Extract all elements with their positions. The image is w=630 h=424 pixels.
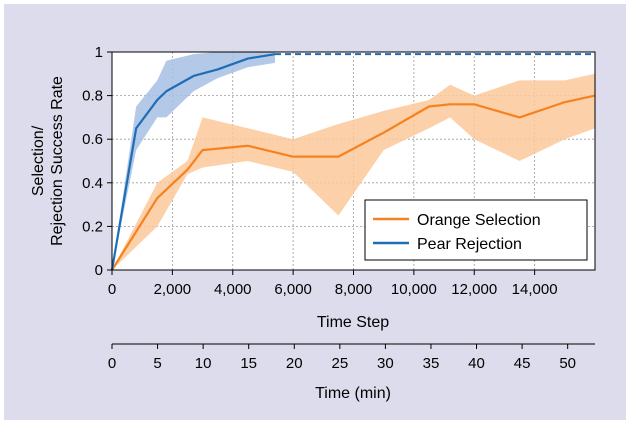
x-tick-label: 8,000 bbox=[335, 281, 373, 298]
secondary-tick-label: 40 bbox=[468, 355, 485, 372]
x-tick-label: 12,000 bbox=[451, 281, 497, 298]
y-tick-label: 0.6 bbox=[82, 131, 103, 148]
y-tick-label: 1 bbox=[95, 44, 103, 61]
band-0 bbox=[112, 73, 595, 270]
secondary-tick-label: 15 bbox=[240, 355, 257, 372]
y-tick-label: 0 bbox=[95, 262, 103, 279]
y-tick-label: 0.8 bbox=[82, 88, 103, 105]
legend-label-1: Pear Rejection bbox=[417, 236, 522, 253]
x-tick-label: 4,000 bbox=[214, 281, 252, 298]
secondary-tick-label: 10 bbox=[195, 355, 212, 372]
x-tick-label: 6,000 bbox=[274, 281, 312, 298]
secondary-tick-label: 45 bbox=[514, 355, 531, 372]
legend-box bbox=[364, 199, 588, 261]
series-lines bbox=[110, 53, 596, 271]
secondary-tick-label: 5 bbox=[153, 355, 161, 372]
secondary-time-axis: 0 5 10 15 20 25 30 35 40 45 50 bbox=[108, 343, 595, 372]
x-tick-label: 2,000 bbox=[154, 281, 192, 298]
series-line-1 bbox=[110, 53, 276, 271]
y-tick-label: 0.4 bbox=[82, 175, 103, 192]
y-axis: 0 0.2 0.4 0.6 0.8 1 bbox=[82, 44, 112, 279]
legend-label-0: Orange Selection bbox=[417, 212, 541, 229]
secondary-tick-label: 20 bbox=[286, 355, 303, 372]
x-axis-label: Time Step bbox=[317, 314, 389, 331]
series-line-0 bbox=[111, 94, 596, 271]
secondary-tick-label: 25 bbox=[331, 355, 348, 372]
chart-svg: 0 0.2 0.4 0.6 0.8 1 0 2,000 4,000 6,000 8,000 10,0… bbox=[30, 44, 596, 402]
x-tick-label: 10,000 bbox=[391, 281, 437, 298]
x-tick-label: 14,000 bbox=[512, 281, 558, 298]
figure-panel: 0 0.2 0.4 0.6 0.8 1 0 2,000 4,000 6,000 8,000 10,0… bbox=[4, 4, 626, 420]
secondary-axis-label: Time (min) bbox=[315, 385, 391, 402]
y-axis-label-line-2: Rejection Success Rate bbox=[49, 76, 66, 246]
y-tick-label: 0.2 bbox=[82, 218, 103, 235]
secondary-tick-label: 0 bbox=[108, 355, 116, 372]
secondary-tick-label: 35 bbox=[423, 355, 440, 372]
secondary-tick-label: 50 bbox=[559, 355, 576, 372]
legend: Orange Selection Pear Rejection bbox=[364, 199, 588, 261]
secondary-tick-label: 30 bbox=[377, 355, 394, 372]
x-tick-label: 0 bbox=[108, 281, 116, 298]
x-axis: 0 2,000 4,000 6,000 8,000 10,000 12,000 14,000 bbox=[108, 270, 558, 298]
y-axis-label-line-1: Selection/ bbox=[30, 125, 47, 196]
